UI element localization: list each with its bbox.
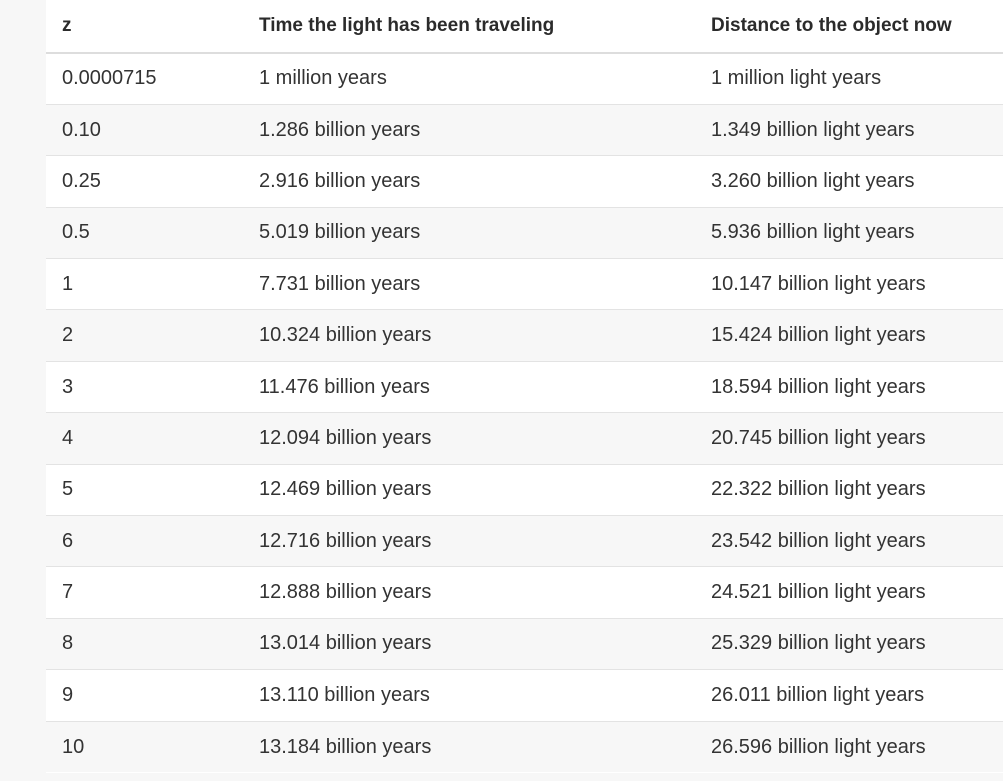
table-row: 0.10 1.286 billion years 1.349 billion lig…: [46, 104, 1003, 156]
table-body: 0.0000715 1 million years 1 million light …: [46, 53, 1003, 773]
redshift-table-container: z Time the light has been traveling Dist…: [46, 0, 1003, 773]
cell-time-traveling: 11.476 billion years: [259, 375, 430, 398]
header-row: z Time the light has been traveling Dist…: [46, 0, 1003, 53]
cell-distance-now: 5.936 billion light years: [711, 221, 915, 244]
table-row: 5 12.469 billion years 22.322 billion ligh…: [46, 464, 1003, 516]
cell-distance-now: 26.011 billion light years: [711, 683, 925, 706]
cell-distance-now: 23.542 billion light years: [711, 529, 926, 552]
table-row: 0.25 2.916 billion years 3.260 billion lig…: [46, 155, 1003, 208]
cell-z: 6: [62, 529, 74, 552]
cell-z: 0.25: [62, 169, 101, 192]
cell-time-traveling: 2.916 billion years: [259, 169, 421, 192]
table-row: 7 12.888 billion years 24.521 billion ligh…: [46, 566, 1003, 619]
cell-distance-now: 26.596 billion light years: [711, 735, 926, 758]
cell-time-traveling: 13.110 billion years: [259, 683, 430, 706]
cell-distance-now: 20.745 billion light years: [711, 426, 926, 449]
cell-time-traveling: 7.731 billion years: [259, 272, 421, 295]
cell-distance-now: 18.594 billion light years: [711, 375, 926, 398]
cell-distance-now: 3.260 billion light years: [711, 169, 915, 192]
cell-z: 1: [62, 272, 74, 295]
cell-z: 3: [62, 375, 74, 398]
table-row: 9 13.110 billion years 26.011 billion ligh…: [46, 669, 1003, 722]
cell-z: 9: [62, 683, 74, 706]
cell-distance-now: 1.349 billion light years: [711, 118, 915, 141]
header-time-traveling: Time the light has been traveling: [259, 15, 555, 36]
cell-time-traveling: 13.184 billion years: [259, 735, 432, 758]
cell-time-traveling: 13.014 billion years: [259, 632, 432, 655]
cell-time-traveling: 12.094 billion years: [259, 426, 432, 449]
table-row: 0.0000715 1 million years 1 million light …: [46, 53, 1003, 105]
header-z: z: [62, 15, 72, 36]
table-header: z Time the light has been traveling Dist…: [46, 0, 1003, 53]
cell-time-traveling: 12.469 billion years: [259, 478, 432, 501]
table-row: 4 12.094 billion years 20.745 billion ligh…: [46, 412, 1003, 465]
cell-time-traveling: 1.286 billion years: [259, 118, 421, 141]
cell-z: 10: [62, 735, 85, 758]
cell-time-traveling: 10.324 billion years: [259, 324, 432, 347]
cell-distance-now: 22.322 billion light years: [711, 478, 926, 501]
cell-time-traveling: 5.019 billion years: [259, 221, 421, 244]
table-row: 3 11.476 billion years 18.594 billion ligh…: [46, 361, 1003, 413]
cell-distance-now: 24.521 billion light years: [711, 581, 926, 604]
table-row: 2 10.324 billion years 15.424 billion ligh…: [46, 309, 1003, 362]
redshift-distance-table: z Time the light has been traveling Dist…: [46, 0, 1003, 773]
table-row: 6 12.716 billion years 23.542 billion ligh…: [46, 515, 1003, 567]
header-distance-now: Distance to the object now: [711, 15, 952, 36]
cell-z: 0.0000715: [62, 67, 157, 90]
cell-z: 0.10: [62, 118, 101, 141]
cell-time-traveling: 1 million years: [259, 67, 387, 90]
cell-distance-now: 25.329 billion light years: [711, 632, 926, 655]
table-row: 10 13.184 billion years 26.596 billion lig…: [46, 721, 1003, 773]
cell-time-traveling: 12.888 billion years: [259, 581, 432, 604]
cell-z: 2: [62, 324, 74, 347]
cell-z: 0.5: [62, 221, 90, 244]
table-row: 0.5 5.019 billion years 5.936 billion ligh…: [46, 207, 1003, 259]
cell-z: 4: [62, 426, 74, 449]
cell-time-traveling: 12.716 billion years: [259, 529, 432, 552]
cell-distance-now: 10.147 billion light years: [711, 272, 926, 295]
cell-z: 5: [62, 478, 74, 501]
cell-distance-now: 1 million light years: [711, 67, 882, 90]
table-row: 8 13.014 billion years 25.329 billion ligh…: [46, 618, 1003, 670]
table-row: 1 7.731 billion years 10.147 billion light…: [46, 258, 1003, 310]
cell-z: 8: [62, 632, 74, 655]
cell-z: 7: [62, 581, 74, 604]
cell-distance-now: 15.424 billion light years: [711, 324, 926, 347]
